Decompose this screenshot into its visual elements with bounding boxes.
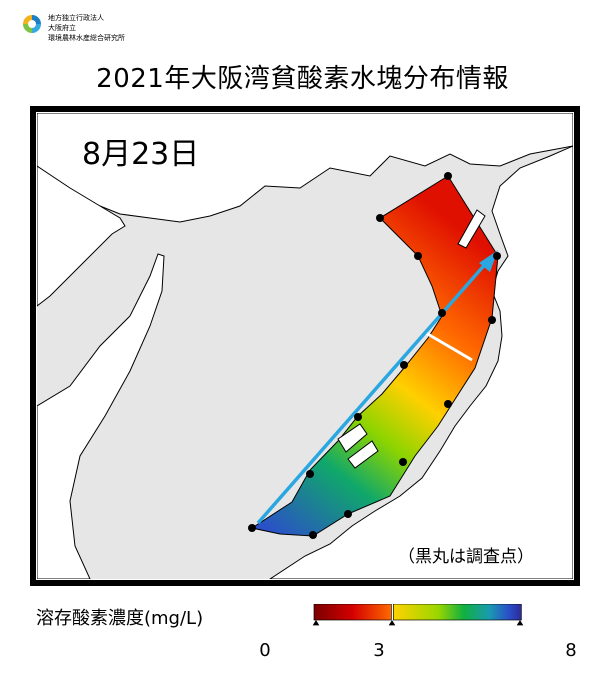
tick-label-3: 3: [373, 640, 385, 661]
artificial-island-3: [347, 440, 379, 469]
station-dot: [376, 214, 384, 222]
scale-segment-low: [313, 604, 392, 621]
western-coast-land: [37, 165, 126, 307]
tick-marker-0: [312, 620, 320, 626]
station-dot: [400, 361, 408, 369]
tick-marker-3: [388, 620, 396, 626]
station-dot: [309, 531, 317, 539]
survey-stations: [248, 172, 501, 539]
station-dot: [354, 413, 362, 421]
station-dot: [438, 309, 446, 317]
color-scale-bar: [312, 604, 524, 626]
tick-label-0: 0: [259, 640, 271, 661]
organization-line-2: 大阪府立: [48, 24, 76, 32]
legend-title: 溶存酸素濃度(mg/L): [36, 608, 204, 629]
page-title: 2021年大阪湾貧酸素水塊分布情報: [96, 64, 509, 94]
northern-coast-land: [37, 113, 573, 223]
tick-marker-8: [516, 620, 524, 626]
organization-mark-icon: [23, 15, 41, 33]
tick-label-8: 8: [565, 640, 577, 661]
awaji-island-land: [37, 253, 165, 579]
osaka-bay-map: 8月23日 （黒丸は調査点）: [30, 106, 580, 586]
station-dot: [414, 252, 422, 260]
station-dot: [344, 510, 352, 518]
artificial-island-1: [457, 209, 486, 249]
artificial-island-2: [337, 423, 368, 453]
scale-segment-high: [393, 604, 522, 621]
organization-line-3: 環境農林水産総合研究所: [48, 34, 125, 42]
transect-arrow-line: [256, 259, 490, 525]
station-dot: [444, 172, 452, 180]
station-dot: [444, 400, 452, 408]
station-dot: [399, 458, 407, 466]
station-note: （黒丸は調査点）: [398, 547, 534, 567]
organization-logo: 地方独立行政法人 大阪府立 環境農林水産総合研究所: [22, 12, 222, 46]
eastern-coast-land: [269, 145, 573, 579]
station-dot: [248, 524, 256, 532]
station-dot: [488, 316, 496, 324]
organization-line-1: 地方独立行政法人: [48, 14, 104, 22]
survey-date: 8月23日: [82, 137, 199, 172]
station-dot: [493, 252, 501, 260]
area-gap-line: [425, 331, 473, 362]
station-dot: [306, 470, 314, 478]
